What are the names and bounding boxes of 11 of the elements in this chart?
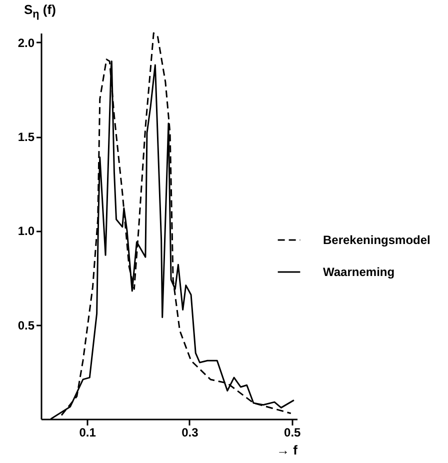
- y-tick-label: 0.5: [18, 318, 35, 332]
- legend-label: Waarneming: [323, 265, 395, 279]
- y-tick-label: 1.0: [18, 224, 35, 238]
- x-tick-label: 0.3: [182, 426, 199, 440]
- legend-label: Berekeningsmodel: [323, 233, 430, 247]
- x-tick-label: 0.1: [79, 426, 96, 440]
- x-tick-label: 0.5: [284, 426, 302, 440]
- x-axis-title: → f: [276, 442, 298, 458]
- y-tick-label: 2.0: [18, 36, 35, 50]
- y-tick-label: 1.5: [18, 130, 35, 144]
- y-axis-title: S$_{η}$ (f): [24, 2, 56, 21]
